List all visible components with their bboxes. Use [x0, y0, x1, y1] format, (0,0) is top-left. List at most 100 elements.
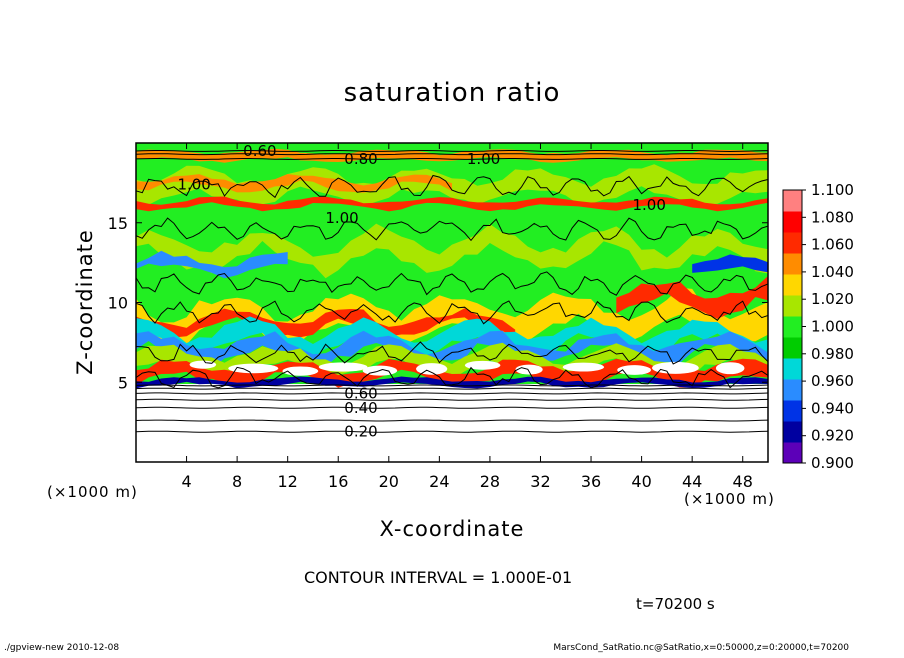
contour-label: 0.40 [344, 399, 377, 417]
colorbar-ticks: 0.900 0.920 0.940 0.960 0.980 1.000 1.020 1.040… [802, 181, 854, 472]
x-axis-label: X-coordinate [380, 517, 525, 541]
field-white-patch [715, 362, 745, 375]
contour-label: 0.20 [344, 423, 377, 441]
x-tick-label: 12 [278, 472, 298, 491]
time-annotation: t=70200 s [636, 595, 715, 613]
contour-line [136, 387, 768, 390]
colorbar-swatch [783, 442, 802, 464]
contour-line [136, 300, 768, 325]
y-tick-label: 5 [118, 373, 128, 392]
x-tick-label: 32 [530, 472, 550, 491]
colorbar-tick-label: 0.900 [811, 454, 854, 472]
contour-line [136, 398, 768, 401]
colorbar-swatch [783, 337, 802, 359]
x-tick-label: 24 [429, 472, 449, 491]
contour-line [136, 174, 768, 199]
colorbar-swatch [783, 232, 802, 254]
contour-line [136, 341, 768, 365]
contour-line [136, 392, 768, 395]
colorbar-tick-label: 1.000 [811, 318, 854, 336]
contour-line [136, 217, 768, 242]
contour-label: 1.00 [632, 196, 665, 214]
x-axis-ticks: 4 8 12 16 20 24 28 32 36 40 44 48 [181, 143, 753, 491]
footer-left: ./gpview-new 2010-12-08 [4, 643, 119, 653]
contour-line [136, 158, 768, 160]
contour-line [136, 430, 768, 433]
contour-line [136, 419, 768, 422]
colorbar-swatch [783, 253, 802, 275]
colorbar-swatch [783, 190, 802, 212]
field-band-lower-red [136, 308, 516, 339]
x-tick-label: 20 [379, 472, 399, 491]
contour-line [136, 150, 768, 153]
colorbar-swatch [783, 211, 802, 233]
contour-line [136, 271, 768, 296]
field-band-right-red [616, 276, 768, 319]
colorbar-tick-label: 0.940 [811, 399, 854, 417]
colorbar-tick-label: 0.980 [811, 345, 854, 363]
colorbar-tick-label: 1.060 [811, 236, 854, 254]
contour-labels: 0.60 0.80 1.001.001.001.000.600.400.20 [177, 142, 665, 441]
x-tick-label: 16 [328, 472, 348, 491]
field-band-right-blue [692, 254, 768, 273]
field-band-yellow-base [136, 342, 768, 380]
x-tick-label: 28 [480, 472, 500, 491]
y-axis-unit: (×1000 m) [47, 483, 138, 501]
x-axis-unit: (×1000 m) [684, 490, 775, 508]
heatmap-field [136, 143, 768, 462]
field-band-upper-red [136, 196, 768, 212]
field-band-mid-yellow [136, 223, 768, 279]
colorbar-swatch [783, 274, 802, 296]
contour-lines [136, 150, 768, 433]
colorbar-tick-label: 1.080 [811, 208, 854, 226]
colorbar-tick-label: 0.920 [811, 427, 854, 445]
y-axis-label: Z-coordinate [73, 229, 97, 375]
x-tick-label: 44 [682, 472, 702, 491]
field-band-left-blue [136, 250, 288, 279]
field-white-patch [189, 360, 217, 369]
colorbar-swatch [783, 358, 802, 380]
contour-label: 0.60 [243, 142, 276, 160]
footer-right: MarsCond_SatRatio.nc@SatRatio,x=0:50000,… [553, 643, 849, 653]
contour-label: 0.80 [344, 150, 377, 168]
colorbar-swatch [783, 379, 802, 401]
field-low-region [136, 384, 768, 462]
chart-title: saturation ratio [344, 78, 561, 108]
y-axis-ticks: 5 10 15 [108, 214, 768, 392]
contour-line [136, 366, 768, 389]
contour-label: 0.60 [344, 384, 377, 402]
colorbar-tick-label: 1.040 [811, 263, 854, 281]
contour-interval-text: CONTOUR INTERVAL = 1.000E-01 [304, 568, 572, 587]
x-tick-label: 40 [631, 472, 651, 491]
colorbar-swatch [783, 316, 802, 338]
x-tick-label: 48 [733, 472, 753, 491]
y-tick-label: 15 [108, 214, 128, 233]
colorbar-tick-label: 1.020 [811, 290, 854, 308]
contour-line [136, 406, 768, 409]
x-tick-label: 4 [181, 472, 191, 491]
field-white-patch [651, 361, 699, 374]
x-tick-label: 8 [232, 472, 242, 491]
field-white-patch [228, 363, 279, 374]
field-band-upper-orange [136, 174, 452, 193]
contour-line [136, 153, 768, 156]
field-white-patch [464, 360, 501, 370]
x-tick-label: 36 [581, 472, 601, 491]
field-white-patch [318, 362, 368, 372]
field-white-patch [617, 365, 652, 375]
colorbar [782, 189, 803, 464]
contour-label: 1.00 [467, 150, 500, 168]
field-white-patch [282, 366, 319, 376]
colorbar-tick-label: 0.960 [811, 372, 854, 390]
contour-label: 1.00 [177, 175, 210, 193]
field-band-red-base [136, 358, 768, 388]
colorbar-swatch [783, 421, 802, 443]
y-tick-label: 10 [108, 294, 128, 313]
field-white-patch [562, 362, 605, 372]
field-band-top-orange [136, 148, 768, 163]
field-white-patch [515, 364, 543, 375]
colorbar-tick-label: 1.100 [811, 181, 854, 199]
colorbar-swatch [783, 295, 802, 317]
contour-label: 1.00 [325, 209, 358, 227]
